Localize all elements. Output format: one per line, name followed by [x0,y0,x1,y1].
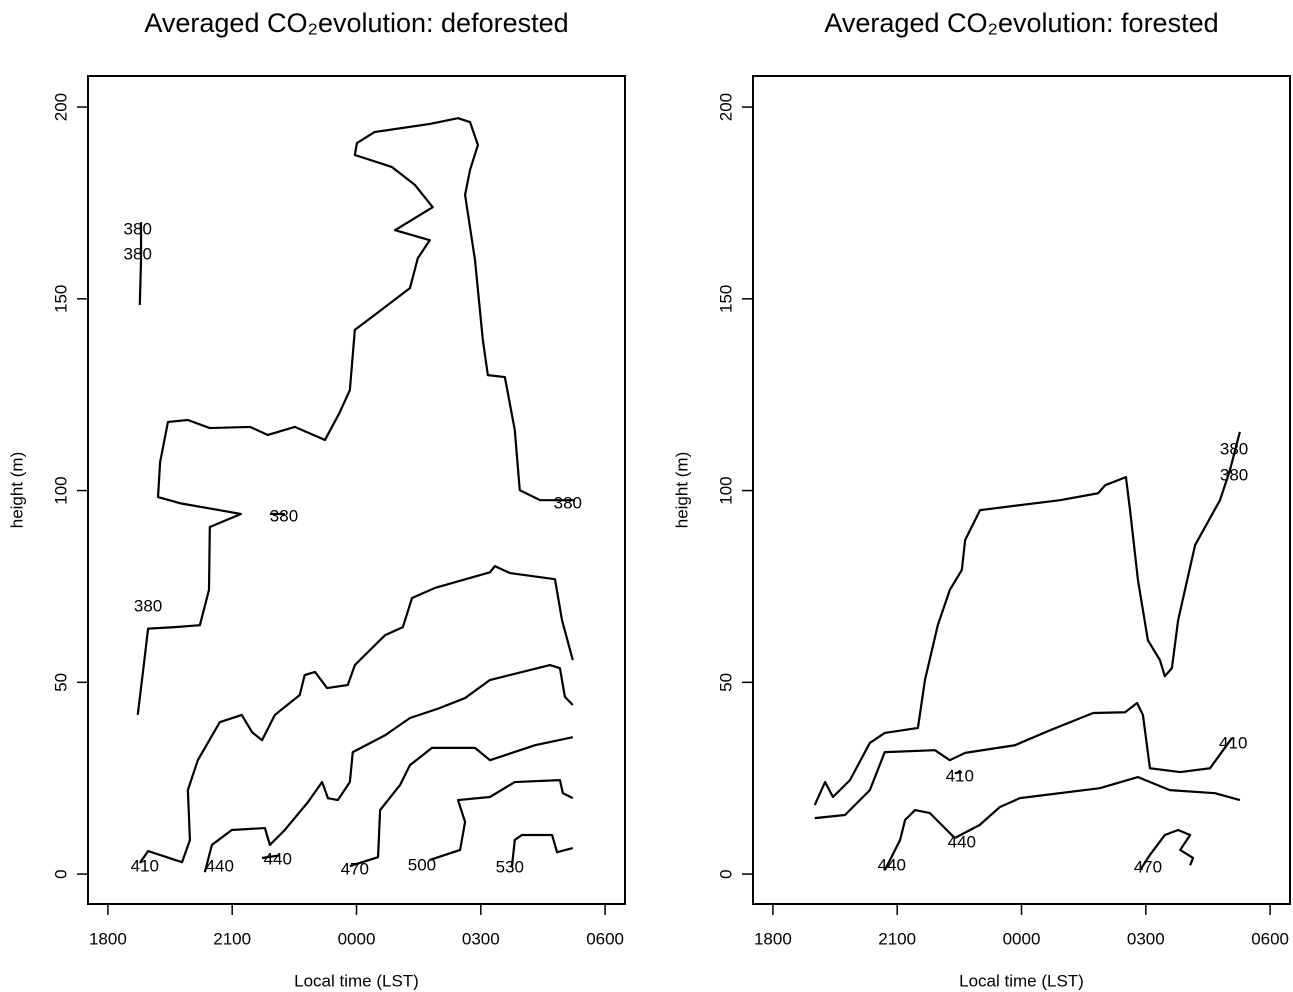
y-tick-label: 150 [51,285,70,313]
y-tick-label: 100 [51,476,70,504]
panel-title: Averaged CO₂evolution: forested [824,8,1218,38]
contour-line [813,431,1241,806]
y-axis-label: height (m) [7,452,26,529]
contour-line [429,779,574,861]
contour-label: 440 [948,833,976,852]
y-tick-label: 0 [51,869,70,878]
y-tick-label: 50 [716,673,735,692]
contour-line [138,222,143,305]
contour-line [1139,828,1195,871]
contour-line [814,701,1233,820]
contour-line [349,736,574,868]
contour-line [138,565,574,864]
contour-line [510,833,574,868]
x-axis-label: Local time (LST) [959,971,1084,990]
contour-label: 380 [1220,465,1248,484]
contour-label: 410 [1219,734,1247,753]
x-tick-label: 0600 [586,929,624,948]
y-tick-label: 150 [716,285,735,313]
x-tick-label: 0300 [1127,929,1165,948]
contour-line [954,770,963,775]
contour-label: 470 [341,860,369,879]
x-tick-label: 0000 [338,929,376,948]
x-tick-label: 2100 [878,929,916,948]
contour-label: 440 [878,856,906,875]
contour-label: 380 [1220,439,1248,458]
contour-label: 440 [206,857,234,876]
x-tick-label: 2100 [213,929,251,948]
contour-label: 410 [131,857,159,876]
contour-line [261,854,281,860]
y-tick-label: 200 [51,93,70,121]
y-tick-label: 200 [716,93,735,121]
contour-label: 380 [554,493,582,512]
contour-label: 410 [946,767,974,786]
contour-label: 380 [124,245,152,264]
contour-label: 470 [1134,857,1162,876]
contour-line [883,775,1241,871]
contour-label: 380 [134,597,162,616]
y-tick-label: 0 [716,869,735,878]
contour-label: 380 [124,220,152,239]
y-tick-label: 100 [716,476,735,504]
contour-label: 380 [270,507,298,526]
contour-line [136,117,575,716]
plot-frame [752,75,1291,905]
panel-title: Averaged CO₂evolution: deforested [144,8,568,38]
contour-label: 440 [264,849,292,868]
contour-line [203,663,574,873]
x-tick-label: 1800 [754,929,792,948]
x-tick-label: 1800 [89,929,127,948]
x-axis-label: Local time (LST) [294,971,419,990]
x-tick-label: 0000 [1003,929,1041,948]
y-axis-label: height (m) [672,452,691,529]
x-tick-label: 0300 [462,929,500,948]
y-tick-label: 50 [51,673,70,692]
contour-label: 530 [496,857,524,876]
contour-label: 500 [408,856,436,875]
x-tick-label: 0600 [1251,929,1289,948]
